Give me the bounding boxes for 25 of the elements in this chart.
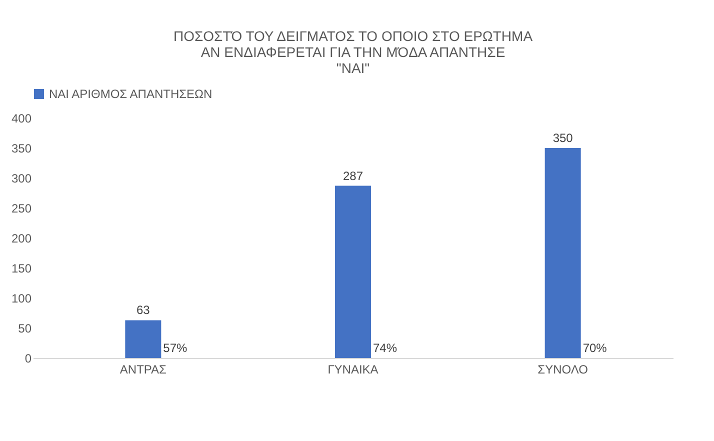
bar (335, 186, 371, 358)
x-tick-label: ΣΥΝΟΛΟ (538, 362, 588, 376)
annotation: 57% (163, 341, 188, 355)
annotation: 74% (372, 341, 398, 355)
bar (125, 320, 162, 358)
data-label: 63 (136, 303, 150, 318)
y-tick-label: 350 (11, 142, 32, 156)
text: ΑΝ ΕΝΔΙΑΦΕΡΕΤΑΙ ΓΙΑ ΤΗΝ ΜΌΔΑ ΑΠΑΝΤΗΣΕ (200, 44, 506, 60)
text: "ΝΑΙ" (336, 60, 370, 76)
legend-label: ΝΑΙ ΑΡΙΘΜΟΣ ΑΠΑΝΤΗΣΕΩΝ (49, 87, 212, 101)
x-tick-label: ΓΥΝΑΙΚΑ (328, 362, 378, 376)
y-tick-label: 250 (11, 202, 32, 216)
y-tick-label: 100 (11, 292, 32, 306)
data-label: 350 (552, 131, 574, 145)
y-tick-label: 400 (11, 112, 32, 126)
y-tick-label: 300 (11, 172, 32, 186)
y-tick-label: 200 (11, 232, 32, 246)
data-label: 287 (342, 168, 364, 183)
y-tick-label: 0 (24, 352, 32, 366)
y-tick-label: 150 (11, 262, 32, 276)
annotation: 70% (582, 341, 608, 355)
text: ΠΟΣΟΣΤΌ ΤΟΥ ΔΕΙΓΜΑΤΟΣ ΤΟ ΟΠΟΙΟ ΣΤΟ ΕΡΩΤΗΜΑ (173, 28, 533, 44)
bar (544, 148, 581, 358)
x-tick-label: ΑΝΤΡΑΣ (120, 362, 166, 376)
y-tick-label: 50 (18, 322, 32, 336)
